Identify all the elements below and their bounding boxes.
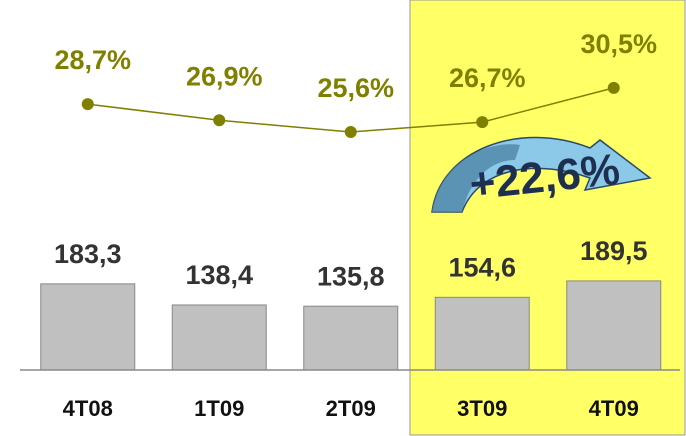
line-point [213, 114, 226, 127]
line-point [476, 116, 489, 129]
x-tick-label: 3T09 [457, 396, 507, 421]
x-tick-label: 2T09 [326, 396, 376, 421]
arrow-shade [432, 144, 520, 212]
line-label: 26,9% [186, 61, 263, 91]
line-point [81, 98, 94, 111]
bar [566, 280, 662, 371]
bar-label: 135,8 [317, 261, 385, 291]
line-label: 25,6% [317, 73, 394, 103]
x-tick-label: 4T08 [63, 396, 113, 421]
line-label: 26,7% [449, 63, 526, 93]
bar-label: 183,3 [54, 239, 122, 269]
bar-label: 189,5 [580, 236, 648, 266]
line-point [607, 81, 620, 94]
x-tick-label: 4T09 [589, 396, 639, 421]
bar [303, 305, 399, 371]
bar [171, 304, 267, 371]
bar-label: 138,4 [185, 260, 253, 290]
x-tick-label: 1T09 [194, 396, 244, 421]
line-point [344, 126, 357, 138]
bar-label: 154,6 [448, 252, 516, 282]
line-label: 30,5% [580, 29, 657, 59]
line-label: 28,7% [54, 45, 131, 75]
bar [40, 283, 136, 371]
bar [434, 296, 530, 371]
